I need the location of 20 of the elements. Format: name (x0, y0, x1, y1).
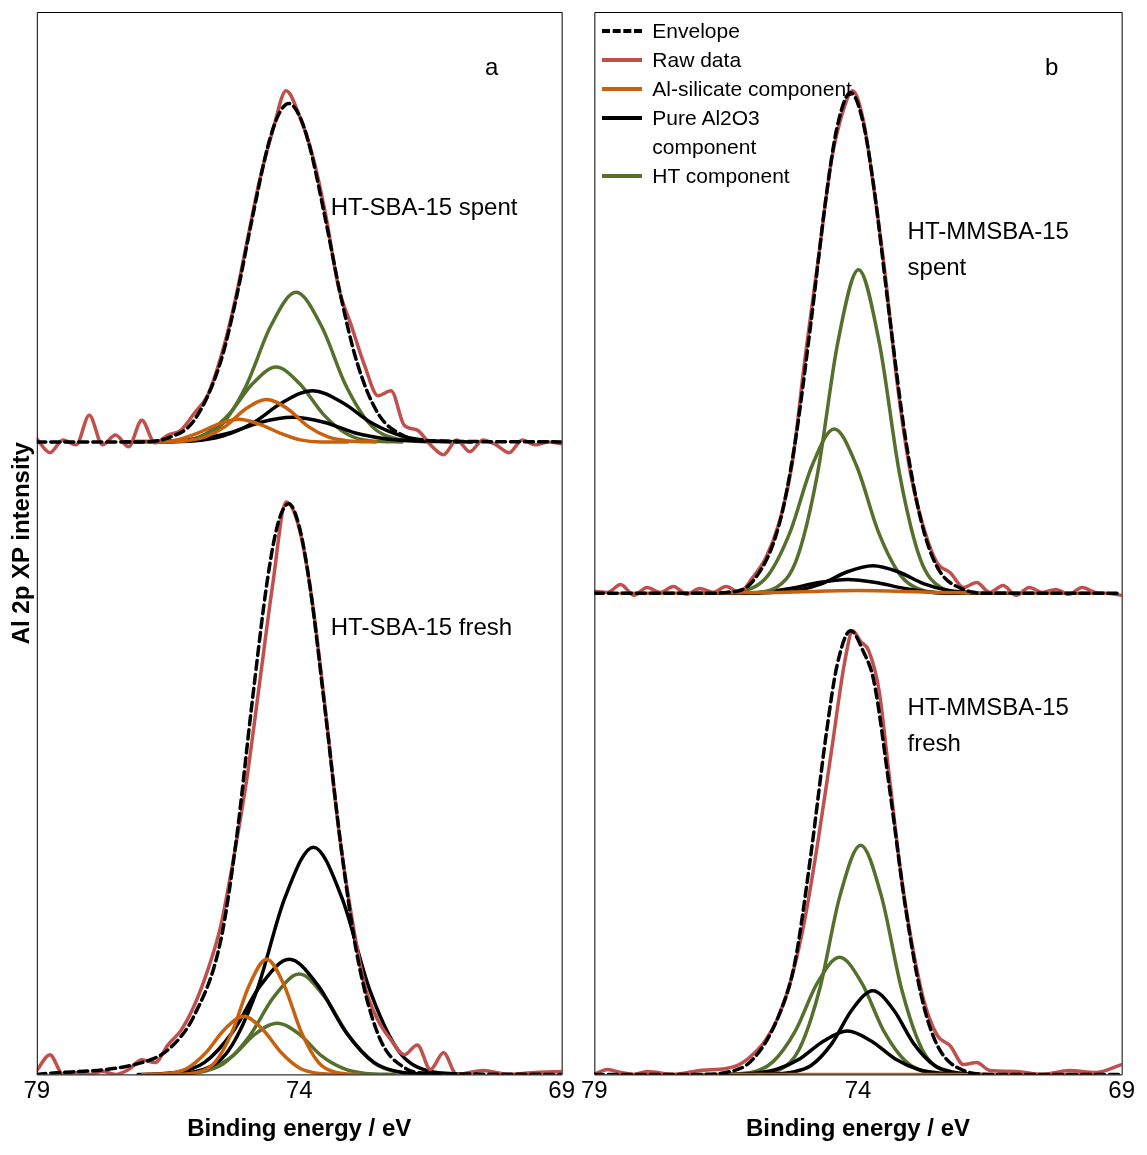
x-tick-label: 69 (548, 1076, 575, 1104)
x-tick-label: 79 (581, 1076, 608, 1104)
x-tick-label: 79 (23, 1076, 51, 1104)
annotation: HT-SBA-15 spent (330, 193, 518, 221)
annotation: HT-SBA-15 fresh (330, 612, 513, 640)
legend-label: Al-silicate component (652, 76, 852, 102)
x-axis-title: Binding energy / eV (187, 1114, 412, 1142)
legend-label: Pure Al2O3 component (652, 105, 761, 160)
annotation: HT-MMSBA-15 fresh (907, 692, 1069, 756)
x-tick-label: 74 (285, 1076, 313, 1104)
text: b (1044, 52, 1059, 80)
x-tick-label: 69 (1108, 1076, 1135, 1104)
legend-label: Raw data (652, 47, 742, 73)
text: a (484, 52, 499, 80)
x-tick-label: 74 (844, 1076, 872, 1104)
legend-label: Envelope (652, 18, 740, 44)
legend-label: HT component (652, 163, 790, 189)
y-axis-title: Al 2p XP intensity (7, 441, 35, 645)
annotation: HT-MMSBA-15 spent (907, 216, 1069, 280)
x-axis-title: Binding energy / eV (745, 1114, 971, 1142)
